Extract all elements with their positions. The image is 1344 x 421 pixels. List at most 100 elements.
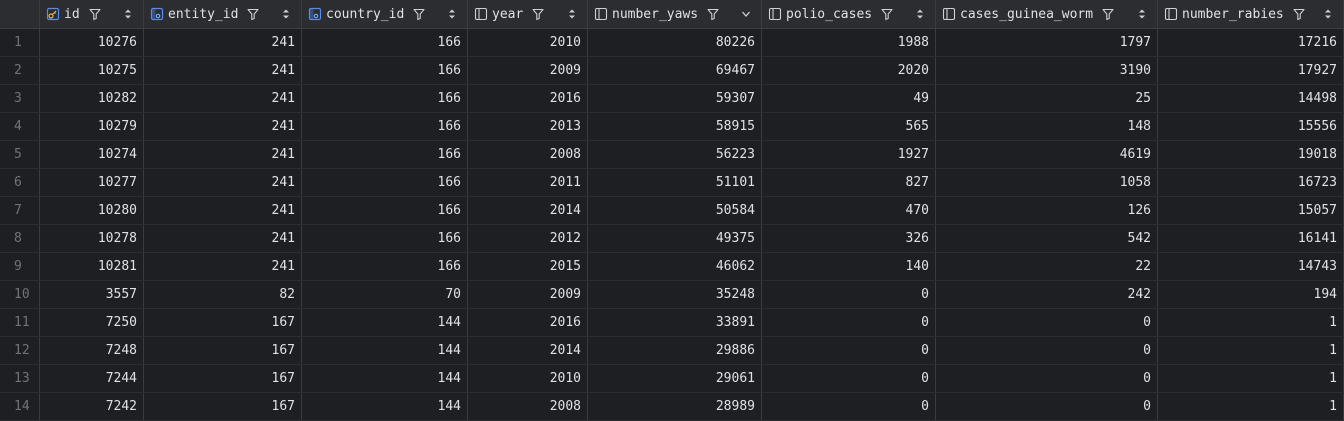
column-header-year[interactable]: year [468, 0, 588, 28]
cell-number-rabies[interactable]: 14498 [1158, 85, 1344, 112]
cell-number-rabies[interactable]: 19018 [1158, 141, 1344, 168]
cell-year[interactable]: 2014 [468, 197, 588, 224]
cell-polio-cases[interactable]: 470 [762, 197, 936, 224]
cell-year[interactable]: 2015 [468, 253, 588, 280]
cell-country-id[interactable]: 166 [302, 29, 468, 56]
row-number[interactable]: 14 [0, 393, 40, 420]
cell-cases-guinea-worm[interactable]: 126 [936, 197, 1158, 224]
cell-entity-id[interactable]: 241 [144, 29, 302, 56]
row-number[interactable]: 12 [0, 337, 40, 364]
column-header-entity-id[interactable]: entity_id [144, 0, 302, 28]
sort-icon[interactable] [447, 7, 457, 21]
column-header-cases-guinea-worm[interactable]: cases_guinea_worm [936, 0, 1158, 28]
sort-descending-icon[interactable] [741, 7, 751, 21]
cell-number-rabies[interactable]: 14743 [1158, 253, 1344, 280]
cell-year[interactable]: 2012 [468, 225, 588, 252]
cell-year[interactable]: 2008 [468, 141, 588, 168]
cell-entity-id[interactable]: 241 [144, 141, 302, 168]
cell-country-id[interactable]: 144 [302, 309, 468, 336]
cell-number-rabies[interactable]: 194 [1158, 281, 1344, 308]
cell-id[interactable]: 7250 [40, 309, 144, 336]
row-number[interactable]: 9 [0, 253, 40, 280]
column-header-polio-cases[interactable]: polio_cases [762, 0, 936, 28]
cell-cases-guinea-worm[interactable]: 22 [936, 253, 1158, 280]
row-number[interactable]: 1 [0, 29, 40, 56]
cell-id[interactable]: 7244 [40, 365, 144, 392]
cell-polio-cases[interactable]: 0 [762, 393, 936, 420]
table-row[interactable]: 8 10278 241 166 2012 49375 326 542 16141 [0, 225, 1344, 253]
cell-number-yaws[interactable]: 80226 [588, 29, 762, 56]
cell-polio-cases[interactable]: 827 [762, 169, 936, 196]
cell-year[interactable]: 2010 [468, 365, 588, 392]
cell-number-rabies[interactable]: 17216 [1158, 29, 1344, 56]
cell-number-rabies[interactable]: 1 [1158, 337, 1344, 364]
cell-year[interactable]: 2016 [468, 309, 588, 336]
sort-icon[interactable] [123, 7, 133, 21]
cell-number-yaws[interactable]: 69467 [588, 57, 762, 84]
cell-number-rabies[interactable]: 1 [1158, 393, 1344, 420]
cell-cases-guinea-worm[interactable]: 4619 [936, 141, 1158, 168]
cell-entity-id[interactable]: 241 [144, 57, 302, 84]
cell-number-rabies[interactable]: 17927 [1158, 57, 1344, 84]
cell-entity-id[interactable]: 241 [144, 225, 302, 252]
table-row[interactable]: 1 10276 241 166 2010 80226 1988 1797 17216 [0, 29, 1344, 57]
row-number[interactable]: 5 [0, 141, 40, 168]
cell-id[interactable]: 10282 [40, 85, 144, 112]
table-row[interactable]: 7 10280 241 166 2014 50584 470 126 15057 [0, 197, 1344, 225]
cell-cases-guinea-worm[interactable]: 1058 [936, 169, 1158, 196]
cell-country-id[interactable]: 144 [302, 393, 468, 420]
cell-polio-cases[interactable]: 49 [762, 85, 936, 112]
cell-entity-id[interactable]: 241 [144, 85, 302, 112]
cell-year[interactable]: 2008 [468, 393, 588, 420]
cell-number-yaws[interactable]: 29886 [588, 337, 762, 364]
table-row[interactable]: 12 7248 167 144 2014 29886 0 0 1 [0, 337, 1344, 365]
table-row[interactable]: 4 10279 241 166 2013 58915 565 148 15556 [0, 113, 1344, 141]
cell-country-id[interactable]: 70 [302, 281, 468, 308]
cell-entity-id[interactable]: 167 [144, 337, 302, 364]
cell-cases-guinea-worm[interactable]: 242 [936, 281, 1158, 308]
row-number[interactable]: 3 [0, 85, 40, 112]
cell-country-id[interactable]: 166 [302, 225, 468, 252]
cell-polio-cases[interactable]: 565 [762, 113, 936, 140]
cell-cases-guinea-worm[interactable]: 148 [936, 113, 1158, 140]
cell-year[interactable]: 2009 [468, 281, 588, 308]
cell-cases-guinea-worm[interactable]: 0 [936, 337, 1158, 364]
row-number[interactable]: 13 [0, 365, 40, 392]
filter-icon[interactable] [1292, 7, 1306, 21]
cell-entity-id[interactable]: 82 [144, 281, 302, 308]
cell-year[interactable]: 2009 [468, 57, 588, 84]
cell-number-rabies[interactable]: 16723 [1158, 169, 1344, 196]
cell-year[interactable]: 2013 [468, 113, 588, 140]
cell-country-id[interactable]: 166 [302, 253, 468, 280]
cell-country-id[interactable]: 166 [302, 57, 468, 84]
filter-icon[interactable] [706, 7, 720, 21]
row-number[interactable]: 4 [0, 113, 40, 140]
sort-icon[interactable] [915, 7, 925, 21]
cell-entity-id[interactable]: 241 [144, 253, 302, 280]
filter-icon[interactable] [88, 7, 102, 21]
cell-cases-guinea-worm[interactable]: 3190 [936, 57, 1158, 84]
cell-id[interactable]: 7248 [40, 337, 144, 364]
cell-id[interactable]: 7242 [40, 393, 144, 420]
cell-year[interactable]: 2010 [468, 29, 588, 56]
cell-entity-id[interactable]: 167 [144, 309, 302, 336]
table-row[interactable]: 10 3557 82 70 2009 35248 0 242 194 [0, 281, 1344, 309]
cell-country-id[interactable]: 166 [302, 169, 468, 196]
table-row[interactable]: 2 10275 241 166 2009 69467 2020 3190 17927 [0, 57, 1344, 85]
row-number[interactable]: 6 [0, 169, 40, 196]
cell-number-rabies[interactable]: 1 [1158, 309, 1344, 336]
cell-id[interactable]: 10277 [40, 169, 144, 196]
row-number[interactable]: 7 [0, 197, 40, 224]
cell-number-rabies[interactable]: 16141 [1158, 225, 1344, 252]
table-row[interactable]: 13 7244 167 144 2010 29061 0 0 1 [0, 365, 1344, 393]
cell-number-yaws[interactable]: 33891 [588, 309, 762, 336]
cell-entity-id[interactable]: 241 [144, 169, 302, 196]
cell-polio-cases[interactable]: 0 [762, 281, 936, 308]
cell-cases-guinea-worm[interactable]: 542 [936, 225, 1158, 252]
cell-number-rabies[interactable]: 15057 [1158, 197, 1344, 224]
row-number[interactable]: 8 [0, 225, 40, 252]
row-number[interactable]: 10 [0, 281, 40, 308]
cell-polio-cases[interactable]: 326 [762, 225, 936, 252]
cell-entity-id[interactable]: 241 [144, 113, 302, 140]
cell-cases-guinea-worm[interactable]: 0 [936, 309, 1158, 336]
